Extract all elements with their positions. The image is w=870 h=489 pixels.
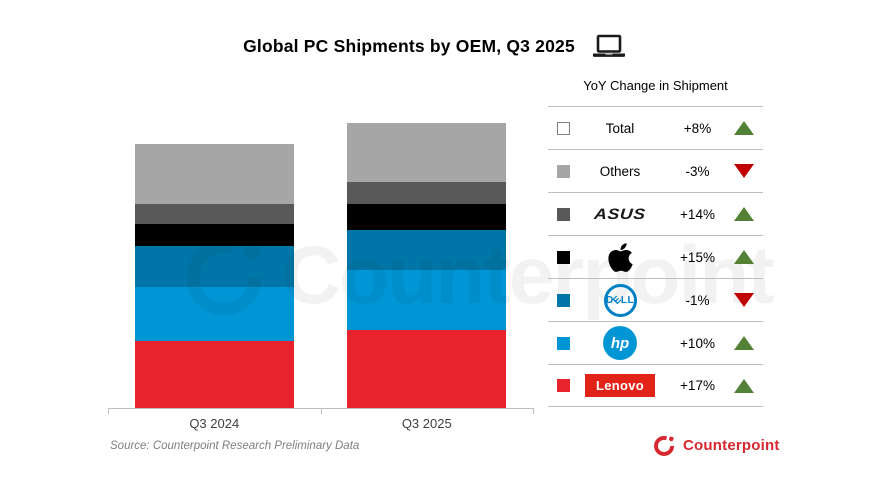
legend-name-cell: Total bbox=[570, 121, 670, 136]
series-swatch-hp bbox=[557, 336, 570, 350]
up-triangle-icon bbox=[734, 336, 754, 350]
axis-tick bbox=[108, 408, 109, 414]
axis-tick bbox=[320, 408, 322, 414]
yoy-change-value-lenovo: +17% bbox=[680, 378, 715, 393]
legend-header: YoY Change in Shipment bbox=[583, 78, 728, 93]
legend-row-dell: D E LL -1% bbox=[548, 278, 763, 321]
axis-tick bbox=[533, 408, 534, 414]
x-axis-label-q3-2024: Q3 2024 bbox=[189, 416, 240, 431]
up-triangle-icon bbox=[734, 121, 754, 135]
series-swatch-total bbox=[557, 121, 570, 135]
bar-segment-apple bbox=[347, 204, 507, 230]
trend-cell bbox=[725, 293, 763, 307]
lenovo-logo: Lenovo bbox=[584, 374, 656, 397]
hp-logo: hp bbox=[603, 326, 637, 360]
source-note: Source: Counterpoint Research Preliminar… bbox=[110, 440, 360, 452]
bar-segment-lenovo bbox=[347, 329, 507, 408]
yoy-change-value-apple: +15% bbox=[680, 249, 715, 265]
yoy-legend-table: YoY Change in Shipment Total +8% Others -3%… bbox=[548, 78, 763, 407]
bar-segment-dell bbox=[347, 229, 507, 270]
yoy-change-value-hp: +10% bbox=[680, 335, 715, 351]
laptop-icon bbox=[592, 34, 625, 57]
title-row: Global PC Shipments by OEM, Q3 2025 bbox=[0, 34, 870, 59]
up-triangle-icon bbox=[734, 250, 754, 264]
legend-name-cell: Lenovo bbox=[570, 374, 670, 397]
legend-label-others: Others bbox=[599, 163, 641, 179]
legend-label-total: Total bbox=[605, 120, 635, 136]
legend-row-asus: ASUS +14% bbox=[548, 192, 763, 235]
bar-segment-hp bbox=[347, 269, 507, 330]
series-swatch-dell bbox=[557, 293, 570, 307]
asus-logo: ASUS bbox=[593, 205, 647, 223]
dell-logo-text: D bbox=[605, 294, 614, 306]
bar-segment-dell bbox=[134, 245, 294, 287]
x-axis-line bbox=[108, 408, 533, 409]
trend-cell bbox=[725, 250, 763, 264]
apple-logo-icon bbox=[607, 242, 633, 272]
legend-row-total: Total +8% bbox=[548, 106, 763, 149]
down-triangle-icon bbox=[734, 293, 754, 307]
up-triangle-icon bbox=[734, 378, 754, 393]
stacked-bar-q3-2025 bbox=[347, 122, 507, 408]
legend-row-hp: hp +10% bbox=[548, 321, 763, 364]
yoy-change-value-dell: -1% bbox=[685, 292, 710, 308]
bar-segment-asus bbox=[347, 181, 507, 205]
series-swatch-asus bbox=[557, 207, 570, 221]
trend-cell bbox=[725, 207, 763, 221]
trend-cell bbox=[725, 121, 763, 135]
series-swatch-others bbox=[557, 164, 570, 178]
trend-cell bbox=[725, 378, 763, 393]
legend-rows: Total +8% Others -3% ASUS +14% +15% D E LL -1% hp +1… bbox=[548, 106, 763, 407]
counterpoint-logo: Counterpoint bbox=[652, 433, 780, 458]
trend-cell bbox=[725, 164, 763, 178]
bar-segment-hp bbox=[134, 286, 294, 342]
bar-segment-asus bbox=[134, 204, 294, 224]
bar-segment-others bbox=[134, 143, 294, 205]
legend-row-apple: +15% bbox=[548, 235, 763, 278]
up-triangle-icon bbox=[734, 207, 754, 221]
legend-name-cell: hp bbox=[570, 326, 670, 360]
legend-name-cell bbox=[570, 241, 670, 274]
series-swatch-lenovo bbox=[557, 379, 570, 392]
bar-segment-lenovo bbox=[134, 341, 294, 408]
dell-logo-ll: LL bbox=[620, 294, 635, 306]
bar-segment-others bbox=[347, 122, 507, 182]
legend-row-lenovo: Lenovo +17% bbox=[548, 364, 763, 407]
down-triangle-icon bbox=[734, 164, 754, 178]
bar-segment-apple bbox=[134, 223, 294, 246]
x-axis-label-q3-2025: Q3 2025 bbox=[401, 416, 452, 431]
legend-name-cell: ASUS bbox=[570, 206, 670, 223]
stacked-bar-q3-2024 bbox=[134, 143, 294, 408]
page-title: Global PC Shipments by OEM, Q3 2025 bbox=[243, 36, 575, 56]
counterpoint-c-icon bbox=[654, 435, 675, 456]
series-swatch-apple bbox=[557, 250, 570, 264]
legend-name-cell: D E LL bbox=[570, 283, 670, 317]
yoy-change-value-total: +8% bbox=[683, 120, 712, 136]
legend-row-others: Others -3% bbox=[548, 149, 763, 192]
yoy-change-value-others: -3% bbox=[685, 163, 710, 179]
legend-name-cell: Others bbox=[570, 164, 670, 179]
trend-cell bbox=[725, 336, 763, 350]
yoy-change-value-asus: +14% bbox=[680, 206, 715, 222]
counterpoint-logo-text: Counterpoint bbox=[683, 437, 780, 454]
dell-logo: D E LL bbox=[603, 283, 637, 317]
